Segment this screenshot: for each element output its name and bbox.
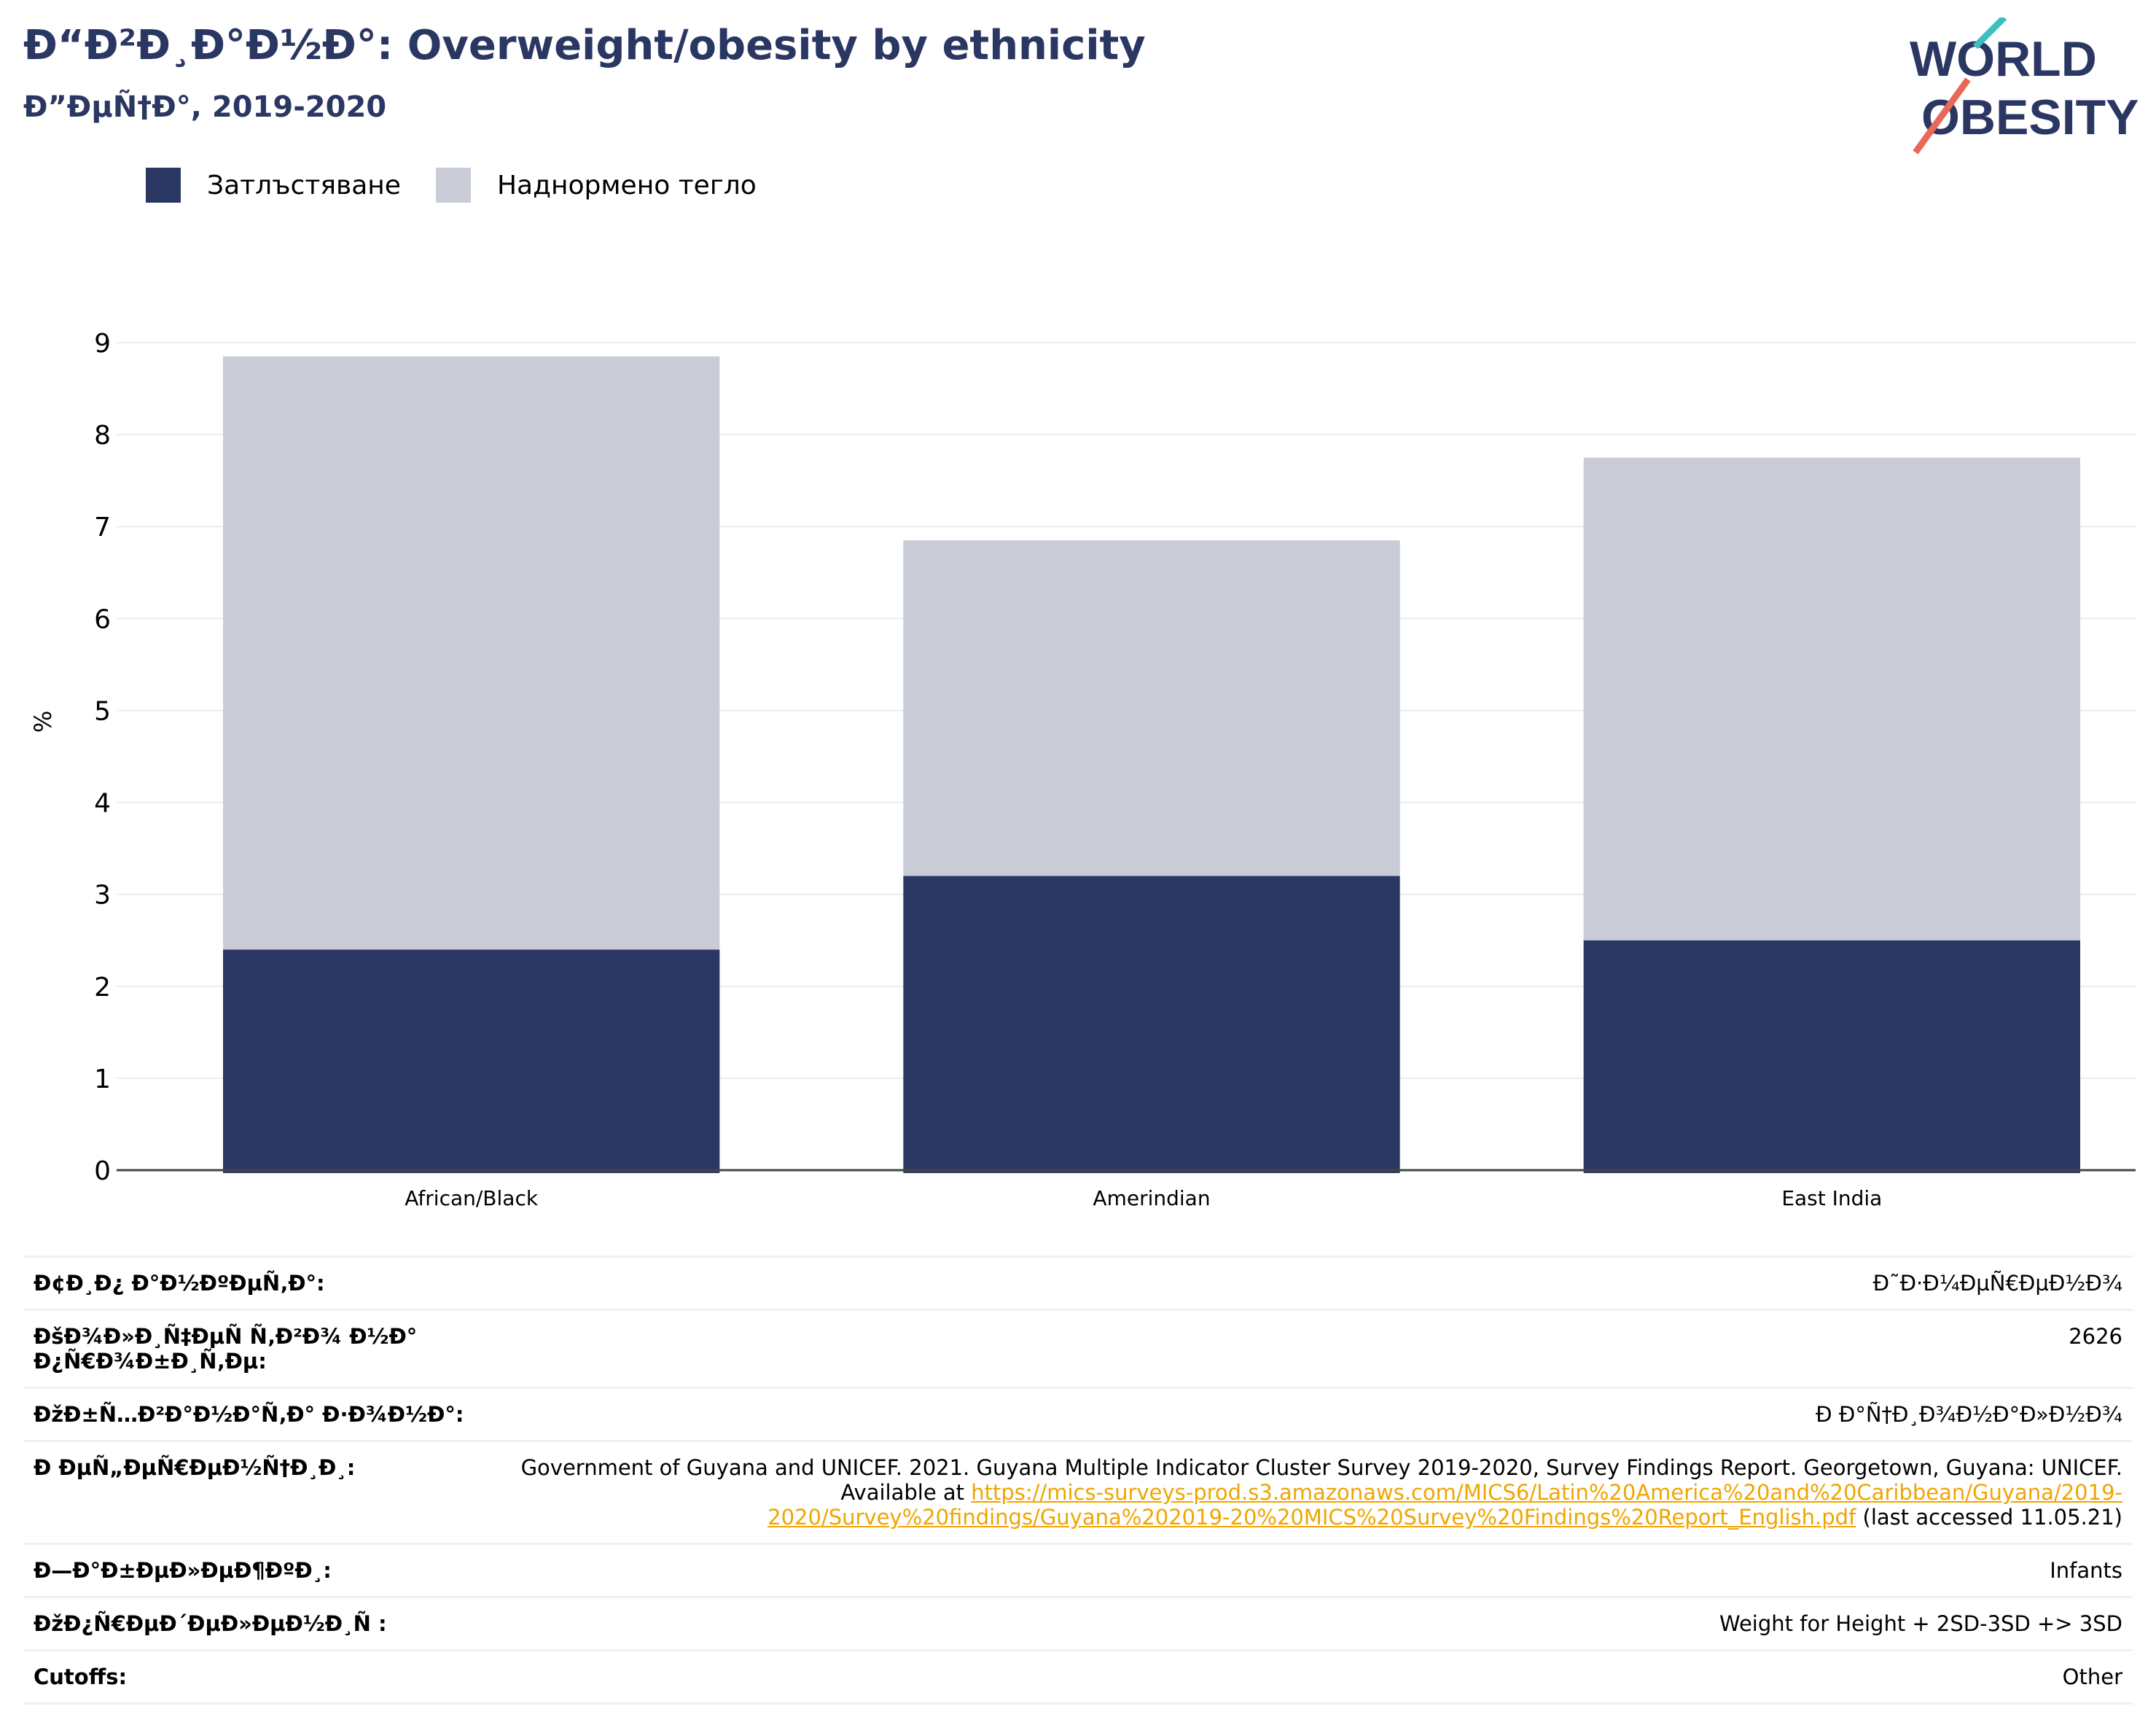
y-tick-label: 4	[94, 789, 111, 819]
y-tick-label: 0	[94, 1156, 111, 1186]
info-value: Ð˜Ð·Ð¼ÐµÑ€ÐµÐ½Ð¾	[1872, 1271, 2122, 1296]
y-tick-label: 5	[94, 696, 111, 726]
logo-line1: WORLD	[1910, 31, 2097, 87]
info-label: ÐšÐ¾Ð»Ð¸Ñ‡ÐµÑ Ñ‚Ð²Ð¾ Ð½Ð° Ð¿Ñ€Ð¾Ð±Ð¸Ñ‚Ðµ…	[34, 1324, 418, 1374]
info-row-survey-type: Ð¢Ð¸Ð¿ Ð°Ð½ÐºÐµÑ‚Ð°: Ð˜Ð·Ð¼ÐµÑ€ÐµÐ½Ð¾	[23, 1255, 2133, 1309]
bar-obesity	[223, 949, 720, 1173]
info-row-area-covered: ÐžÐ±Ñ…Ð²Ð°Ð½Ð°Ñ‚Ð° Ð·Ð¾Ð½Ð°: Ð Ð°Ñ†Ð¸Ð¾Ð…	[23, 1387, 2133, 1440]
info-row-definitions: ÐžÐ¿Ñ€ÐµÐ´ÐµÐ»ÐµÐ½Ð¸Ñ : Weight for Heigh…	[23, 1596, 2133, 1649]
y-tick-label: 7	[94, 513, 111, 542]
info-label: ÐžÐ±Ñ…Ð²Ð°Ð½Ð°Ñ‚Ð° Ð·Ð¾Ð½Ð°:	[34, 1402, 464, 1427]
reference-accessed: (last accessed 11.05.21)	[1856, 1505, 2123, 1530]
info-value: Other	[2062, 1664, 2122, 1689]
info-table: Ð¢Ð¸Ð¿ Ð°Ð½ÐºÐµÑ‚Ð°: Ð˜Ð·Ð¼ÐµÑ€ÐµÐ½Ð¾ Ðš…	[23, 1255, 2133, 1705]
info-label: Ð ÐµÑ„ÐµÑ€ÐµÐ½Ñ†Ð¸Ð¸:	[34, 1455, 356, 1480]
info-row-cutoffs: Cutoffs: Other	[23, 1649, 2133, 1705]
info-row-sample-size: ÐšÐ¾Ð»Ð¸Ñ‡ÐµÑ Ñ‚Ð²Ð¾ Ð½Ð° Ð¿Ñ€Ð¾Ð±Ð¸Ñ‚Ðµ…	[23, 1309, 2133, 1387]
info-row-notes: Ð—Ð°Ð±ÐµÐ»ÐµÐ¶ÐºÐ¸: Infants	[23, 1543, 2133, 1596]
legend-label-obesity: Затлъстяване	[207, 170, 401, 200]
bar-overweight	[1583, 457, 2080, 941]
legend-swatch-obesity	[146, 168, 181, 203]
info-label: Ð¢Ð¸Ð¿ Ð°Ð½ÐºÐµÑ‚Ð°:	[34, 1271, 325, 1296]
legend: Затлъстяване Наднормено тегло	[146, 168, 792, 203]
reference-text: Government of Guyana and UNICEF. 2021. G…	[520, 1455, 2122, 1505]
legend-item-obesity[interactable]: Затлъстяване	[146, 168, 418, 203]
y-tick-label: 2	[94, 973, 111, 1002]
bar-overweight	[223, 356, 720, 950]
y-tick-label: 9	[94, 329, 111, 359]
info-value: 2626	[2069, 1324, 2122, 1349]
info-row-references: Ð ÐµÑ„ÐµÑ€ÐµÐ½Ñ†Ð¸Ð¸: Government of Guya…	[23, 1440, 2133, 1543]
bar-obesity	[1583, 940, 2080, 1173]
reference-link[interactable]: https://mics-surveys-prod.s3.amazonaws.c…	[768, 1480, 2122, 1530]
chart-subtitle: Ð”ÐµÑ†Ð°, 2019-2020	[23, 90, 387, 124]
info-value: Ð Ð°Ñ†Ð¸Ð¾Ð½Ð°Ð»Ð½Ð¾	[1816, 1402, 2122, 1427]
info-value: Infants	[2050, 1558, 2122, 1583]
info-value-references: Government of Guyana and UNICEF. 2021. G…	[519, 1455, 2122, 1530]
info-label: Cutoffs:	[34, 1664, 128, 1689]
legend-swatch-overweight	[435, 168, 471, 203]
bar-obesity	[903, 876, 1400, 1173]
info-label: Ð—Ð°Ð±ÐµÐ»ÐµÐ¶ÐºÐ¸:	[34, 1558, 332, 1583]
bar-chart: 0 1 2 3 4 5 6 7 8 9 African/Black Amerindian East In…	[94, 329, 2136, 1210]
legend-label-overweight: Наднормено тегло	[496, 170, 757, 200]
logo-slash-red	[1913, 77, 1971, 155]
logo-slash-teal	[1972, 17, 2007, 50]
chart-title: Ð“Ð²Ð¸Ð°Ð½Ð°: Overweight/obesity by ethn…	[23, 22, 1146, 69]
y-tick-label: 3	[94, 881, 111, 911]
y-tick-label: 1	[94, 1064, 111, 1094]
legend-item-overweight[interactable]: Наднормено тегло	[435, 168, 774, 203]
x-tick-label: Amerindian	[1093, 1186, 1210, 1210]
x-tick-label: East India	[1781, 1186, 1882, 1210]
y-tick-label: 8	[94, 421, 111, 451]
y-tick-label: 6	[94, 604, 111, 634]
x-tick-label: African/Black	[405, 1186, 539, 1210]
world-obesity-logo: WORLD OBESITY	[1910, 17, 2139, 155]
info-label: ÐžÐ¿Ñ€ÐµÐ´ÐµÐ»ÐµÐ½Ð¸Ñ :	[34, 1611, 387, 1636]
bar-overweight	[903, 540, 1400, 876]
info-value: Weight for Height + 2SD-3SD +> 3SD	[1719, 1611, 2122, 1636]
